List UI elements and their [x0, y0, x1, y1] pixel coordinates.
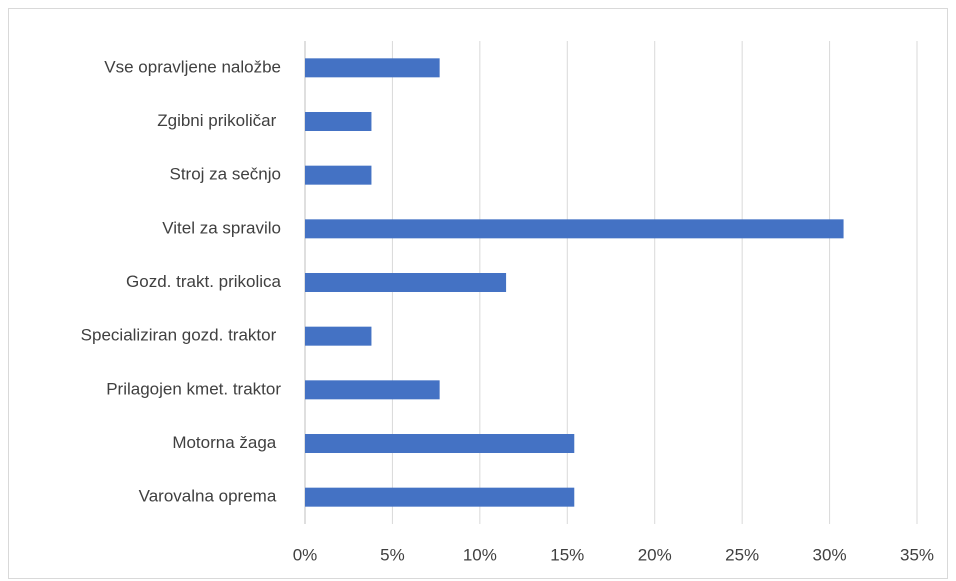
bar: [305, 112, 372, 131]
chart-border: [8, 8, 948, 579]
bar: [305, 380, 440, 400]
y-tick-label: Vitel za spravilo: [162, 218, 281, 237]
bar: [305, 165, 372, 185]
x-tick-label: 10%: [463, 545, 497, 564]
y-tick-label: Stroj za sečnjo: [170, 165, 282, 184]
bar: [305, 434, 575, 453]
x-tick-label: 5%: [380, 545, 405, 564]
bar: [305, 58, 440, 78]
x-tick-label: 25%: [725, 545, 759, 564]
x-tick-label: 0%: [293, 545, 318, 564]
y-tick-label: Zgibni prikoličar: [157, 111, 281, 130]
y-tick-label: Motorna žaga: [172, 433, 281, 452]
bar: [305, 273, 507, 292]
y-tick-label: Vse opravljene naložbe: [104, 57, 281, 76]
x-tick-label: 20%: [638, 545, 672, 564]
x-tick-label: 15%: [550, 545, 584, 564]
y-tick-label: Prilagojen kmet. traktor: [106, 379, 281, 398]
y-tick-label: Gozd. trakt. prikolica: [126, 272, 281, 291]
bar: [305, 219, 844, 239]
bar: [305, 487, 575, 507]
y-tick-label: Specializiran gozd. traktor: [81, 326, 281, 345]
x-tick-label: 35%: [900, 545, 934, 564]
x-tick-label: 30%: [813, 545, 847, 564]
bar: [305, 326, 372, 346]
y-tick-label: Varovalna oprema: [139, 487, 281, 506]
